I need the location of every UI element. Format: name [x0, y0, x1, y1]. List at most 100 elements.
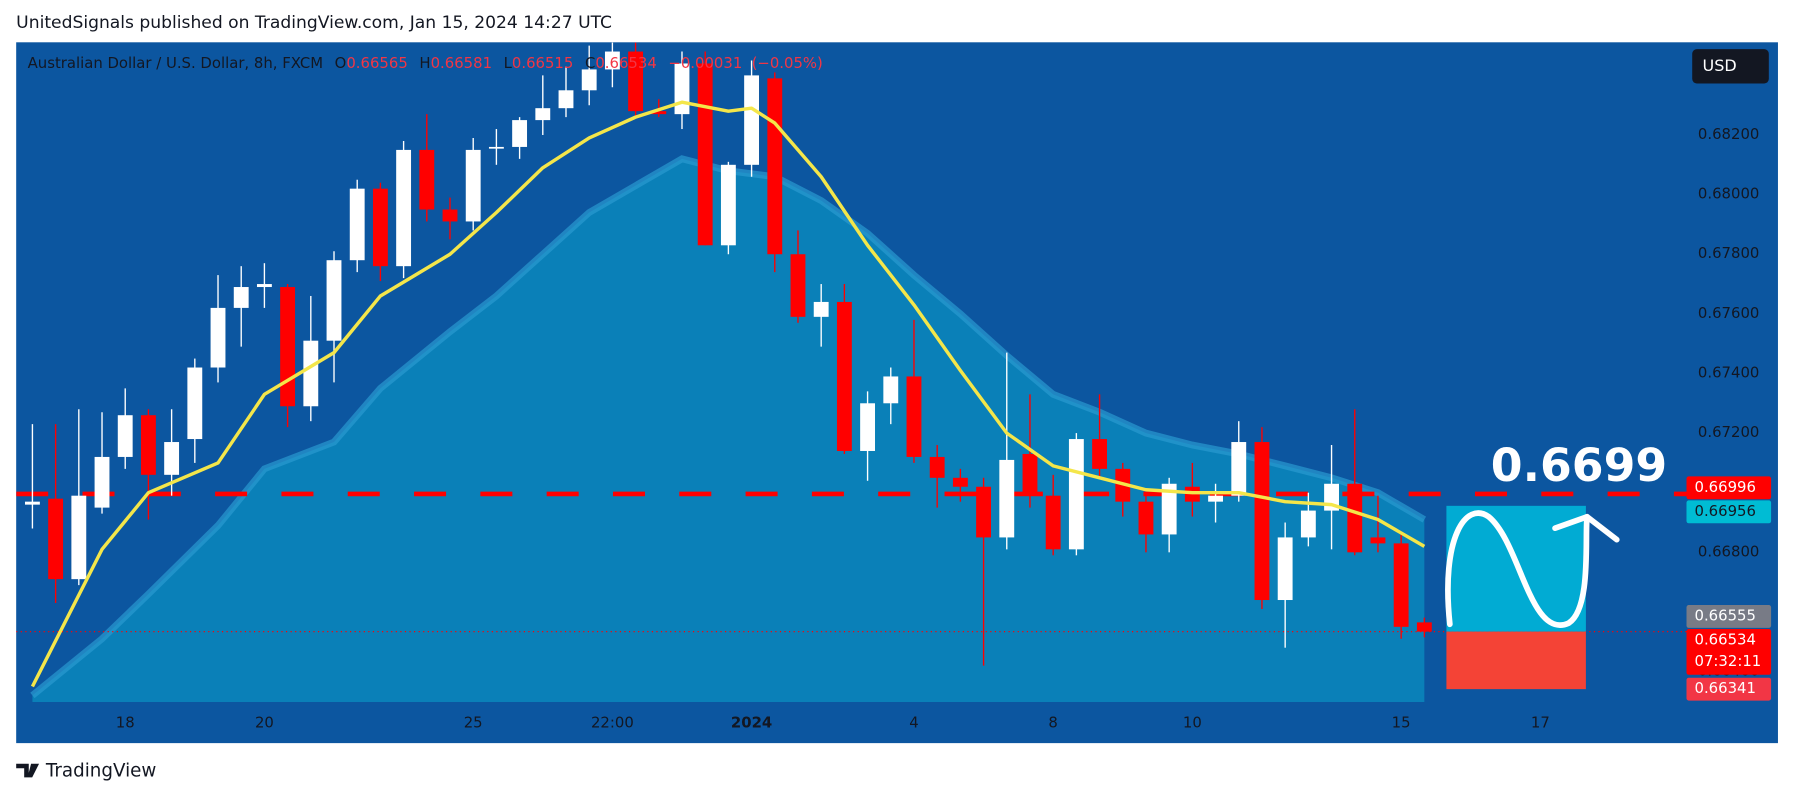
price-label-box [1686, 500, 1772, 524]
candle-body [164, 442, 180, 475]
candle-body [326, 260, 342, 341]
candle-body [1416, 622, 1432, 632]
price-label-box [1686, 677, 1772, 701]
price-label-box [1686, 476, 1772, 500]
candle-body [117, 415, 133, 457]
y-tick-label: 0.68200 [1698, 125, 1759, 143]
x-tick-label: 15 [1392, 714, 1411, 732]
header-title: UnitedSignals published on TradingView.c… [16, 13, 612, 33]
currency-button[interactable] [1692, 49, 1769, 84]
candle-body [140, 415, 156, 475]
candle-body [465, 149, 481, 222]
price-label-box [1686, 629, 1772, 675]
candle-body [419, 149, 435, 210]
candle-body [48, 498, 64, 580]
candle-body [929, 456, 945, 478]
price-label: 0.66555 [1695, 606, 1756, 624]
legend-o-label: O [335, 54, 347, 72]
currency-label[interactable]: USD [1703, 56, 1737, 75]
y-tick-label: 0.67600 [1698, 304, 1759, 322]
candle-body [883, 376, 899, 404]
candle-body [1022, 453, 1038, 496]
candle-body [1208, 495, 1223, 502]
candle-body [94, 456, 110, 508]
legend-instrument: Australian Dollar / U.S. Dollar, 8h, FXC… [28, 54, 323, 72]
price-label: 0.66996 [1695, 478, 1756, 496]
candle-body [906, 376, 922, 457]
y-tick-label: 0.67800 [1698, 244, 1759, 262]
candle-body [720, 164, 736, 246]
candle-body [1068, 439, 1084, 550]
candle-body [535, 108, 551, 121]
price-label: 0.66534 [1695, 630, 1756, 648]
x-tick-label: 10 [1183, 714, 1202, 732]
y-tick-label: 0.67400 [1698, 363, 1759, 381]
candle-body [952, 477, 968, 487]
candle-body [349, 188, 365, 261]
candle-body [651, 111, 667, 115]
candle-body [697, 63, 713, 246]
candle-body [396, 149, 412, 267]
legend-l-label: L [504, 54, 513, 72]
candle-body [604, 51, 620, 70]
candle-body [1254, 442, 1270, 601]
candle-body [813, 301, 829, 317]
x-tick-label: 22:00 [591, 714, 634, 732]
candle-body [790, 254, 806, 317]
candle-body [1161, 483, 1177, 535]
y-tick-label: 0.67200 [1698, 423, 1759, 441]
band-area [32, 158, 1425, 702]
candle-body [303, 340, 319, 407]
legend-change: −0.00031 [668, 54, 742, 72]
candle-body [280, 287, 296, 407]
legend-h-label: H [419, 54, 430, 72]
price-label-box [1686, 605, 1772, 628]
candle-body [71, 495, 87, 580]
legend-open: 0.66565 [346, 54, 407, 72]
x-tick-label: 2024 [731, 714, 772, 732]
candle-body [187, 367, 203, 440]
brand-logo [16, 763, 40, 778]
y-tick-label: 0.66800 [1698, 542, 1759, 560]
y-tick-label: 0.68000 [1698, 185, 1759, 203]
candle-body [581, 69, 597, 91]
candle-body [1138, 501, 1154, 535]
legend-c-label: C [585, 54, 595, 72]
axes: 18202522:002024481015170.664000.666000.6… [116, 125, 1772, 732]
drawn-curve [1445, 510, 1590, 628]
candle-body [744, 75, 760, 165]
candle-body [488, 146, 504, 149]
candle-body [836, 301, 852, 451]
band-edge [30, 155, 1427, 699]
legend-close: 0.66534 [595, 54, 656, 72]
candle-body [1347, 483, 1363, 553]
price-label: 0.66341 [1695, 679, 1756, 697]
x-tick-label: 25 [464, 714, 483, 732]
candle-body [24, 501, 40, 505]
x-tick-label: 17 [1531, 714, 1550, 732]
stop-box [1446, 631, 1586, 690]
candle-body [512, 120, 528, 147]
moving-average-line [30, 100, 1426, 688]
candle-body [1045, 495, 1061, 550]
price-label: 0.66956 [1695, 502, 1756, 520]
legend-change-pct: (−0.05%) [752, 54, 823, 72]
plot-area [16, 42, 1687, 702]
candle-body [976, 486, 992, 538]
overlay: 0.6699 [1445, 439, 1667, 690]
candle-body [210, 307, 226, 368]
candle-body [767, 78, 783, 255]
candle-body [628, 51, 644, 112]
x-tick-label: 8 [1048, 714, 1057, 732]
candle-body [256, 284, 272, 288]
legend-low: 0.66515 [512, 54, 573, 72]
legend: Australian Dollar / U.S. Dollar, 8h, FXC… [28, 54, 823, 72]
candle-body [1092, 439, 1107, 469]
candle-body [1370, 537, 1386, 544]
candle-body [1231, 442, 1247, 496]
brand-name: TradingView [45, 761, 157, 782]
candle-body [442, 209, 458, 222]
candle-body [1300, 510, 1316, 538]
